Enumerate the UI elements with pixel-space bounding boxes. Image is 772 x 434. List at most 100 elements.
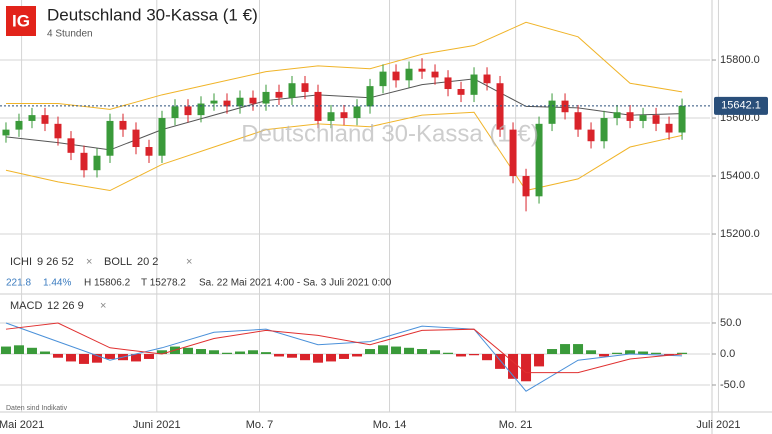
candle-body bbox=[574, 112, 582, 130]
last-price-tag bbox=[714, 96, 768, 115]
histogram-bar bbox=[39, 351, 50, 354]
histogram-bar bbox=[586, 350, 597, 354]
indicator-line bbox=[5, 21, 683, 110]
histogram-bar bbox=[508, 353, 519, 379]
histogram-bar bbox=[248, 350, 259, 354]
indicator-params: 20 2 bbox=[137, 256, 158, 268]
histogram-bar bbox=[0, 346, 11, 354]
candle-body bbox=[119, 120, 127, 130]
candle-body bbox=[418, 68, 426, 72]
disclaimer: Daten sind Indikativ bbox=[6, 405, 68, 412]
indicator-line bbox=[5, 322, 683, 374]
indicator-params: 12 26 9 bbox=[47, 300, 84, 312]
histogram-bar bbox=[573, 344, 584, 354]
info-range: Sa. 22 Mai 2021 4:00 - Sa. 3 Juli 2021 0… bbox=[199, 278, 392, 289]
histogram-bar bbox=[482, 353, 493, 361]
candle-body bbox=[236, 97, 244, 107]
histogram-bar bbox=[143, 353, 154, 359]
histogram-bar bbox=[521, 353, 532, 382]
histogram-bar bbox=[13, 345, 24, 354]
histogram-bar bbox=[52, 353, 63, 358]
candle-body bbox=[509, 129, 517, 177]
candle-body bbox=[80, 152, 88, 171]
candle-body bbox=[288, 83, 296, 98]
candle-body bbox=[197, 103, 205, 116]
candle-body bbox=[444, 77, 452, 90]
histogram-bar bbox=[287, 353, 298, 358]
histogram-bar bbox=[391, 346, 402, 354]
y-tick-label: 15600.0 bbox=[720, 112, 760, 124]
candle-body bbox=[275, 91, 283, 98]
candle-body bbox=[314, 91, 322, 121]
info-change-pct: 1.44% bbox=[43, 278, 71, 289]
candle-body bbox=[301, 83, 309, 92]
histogram-bar bbox=[209, 350, 220, 354]
indicator-params: 9 26 52 bbox=[37, 256, 74, 268]
candle-body bbox=[483, 74, 491, 84]
candle-body bbox=[158, 118, 166, 156]
candle-body bbox=[548, 100, 556, 124]
histogram-bar bbox=[378, 345, 389, 354]
histogram-bar bbox=[130, 353, 141, 362]
candle-body bbox=[457, 89, 465, 95]
histogram-bar bbox=[78, 353, 89, 364]
candle-body bbox=[522, 176, 530, 197]
candle-body bbox=[210, 100, 218, 104]
candle-body bbox=[600, 118, 608, 142]
candle-body bbox=[54, 123, 62, 139]
histogram-bar bbox=[560, 344, 571, 354]
candle-body bbox=[327, 112, 335, 121]
histogram-bar bbox=[326, 353, 337, 362]
candle-body bbox=[626, 112, 634, 121]
histogram-bar bbox=[469, 353, 480, 356]
y-tick-label: 15400.0 bbox=[720, 170, 760, 182]
histogram-bar bbox=[91, 353, 102, 363]
candle-body bbox=[535, 123, 543, 197]
logo-text: IG bbox=[12, 11, 30, 30]
histogram-bar bbox=[495, 353, 506, 369]
candle-body bbox=[184, 106, 192, 116]
y-tick-label: 50.0 bbox=[720, 317, 741, 329]
histogram-bar bbox=[625, 350, 636, 354]
remove-icon[interactable]: × bbox=[86, 256, 92, 268]
histogram-bar bbox=[352, 353, 363, 357]
candle-body bbox=[405, 68, 413, 81]
candle-body bbox=[613, 112, 621, 119]
candle-body bbox=[223, 100, 231, 107]
indicator-name: ICHI bbox=[10, 256, 32, 268]
histogram-bar bbox=[195, 349, 206, 354]
candle-body bbox=[2, 129, 10, 136]
x-tick-label: Mo. 7 bbox=[246, 419, 274, 431]
y-tick-label: 0.0 bbox=[720, 348, 735, 360]
candle-body bbox=[262, 91, 270, 104]
x-tick-label: Juni 2021 bbox=[133, 419, 181, 431]
remove-icon[interactable]: × bbox=[100, 300, 106, 312]
x-tick-label: Mai 2021 bbox=[0, 419, 44, 431]
histogram-bar bbox=[456, 353, 467, 357]
indicator-line bbox=[5, 78, 683, 151]
candle-body bbox=[587, 129, 595, 142]
candle-body bbox=[392, 71, 400, 81]
histogram-bar bbox=[365, 349, 376, 354]
histogram-bar bbox=[313, 353, 324, 363]
remove-icon[interactable]: × bbox=[186, 256, 192, 268]
candle-body bbox=[678, 105, 686, 133]
title: Deutschland 30-Kassa (1 €) bbox=[47, 5, 258, 24]
x-tick-label: Mo. 14 bbox=[373, 419, 407, 431]
indicator-line bbox=[5, 322, 683, 392]
candle-body bbox=[652, 115, 660, 124]
candle-body bbox=[366, 86, 374, 107]
histogram-bar bbox=[534, 353, 545, 367]
candle-body bbox=[340, 112, 348, 119]
last-price-label: 15642.1 bbox=[721, 100, 761, 112]
candle-body bbox=[561, 100, 569, 113]
candle-body bbox=[353, 106, 361, 119]
histogram-bar bbox=[547, 349, 558, 354]
candle-body bbox=[93, 155, 101, 171]
candle-body bbox=[41, 115, 49, 124]
candle-body bbox=[145, 147, 153, 156]
histogram-bar bbox=[26, 347, 37, 354]
candle-body bbox=[496, 83, 504, 130]
